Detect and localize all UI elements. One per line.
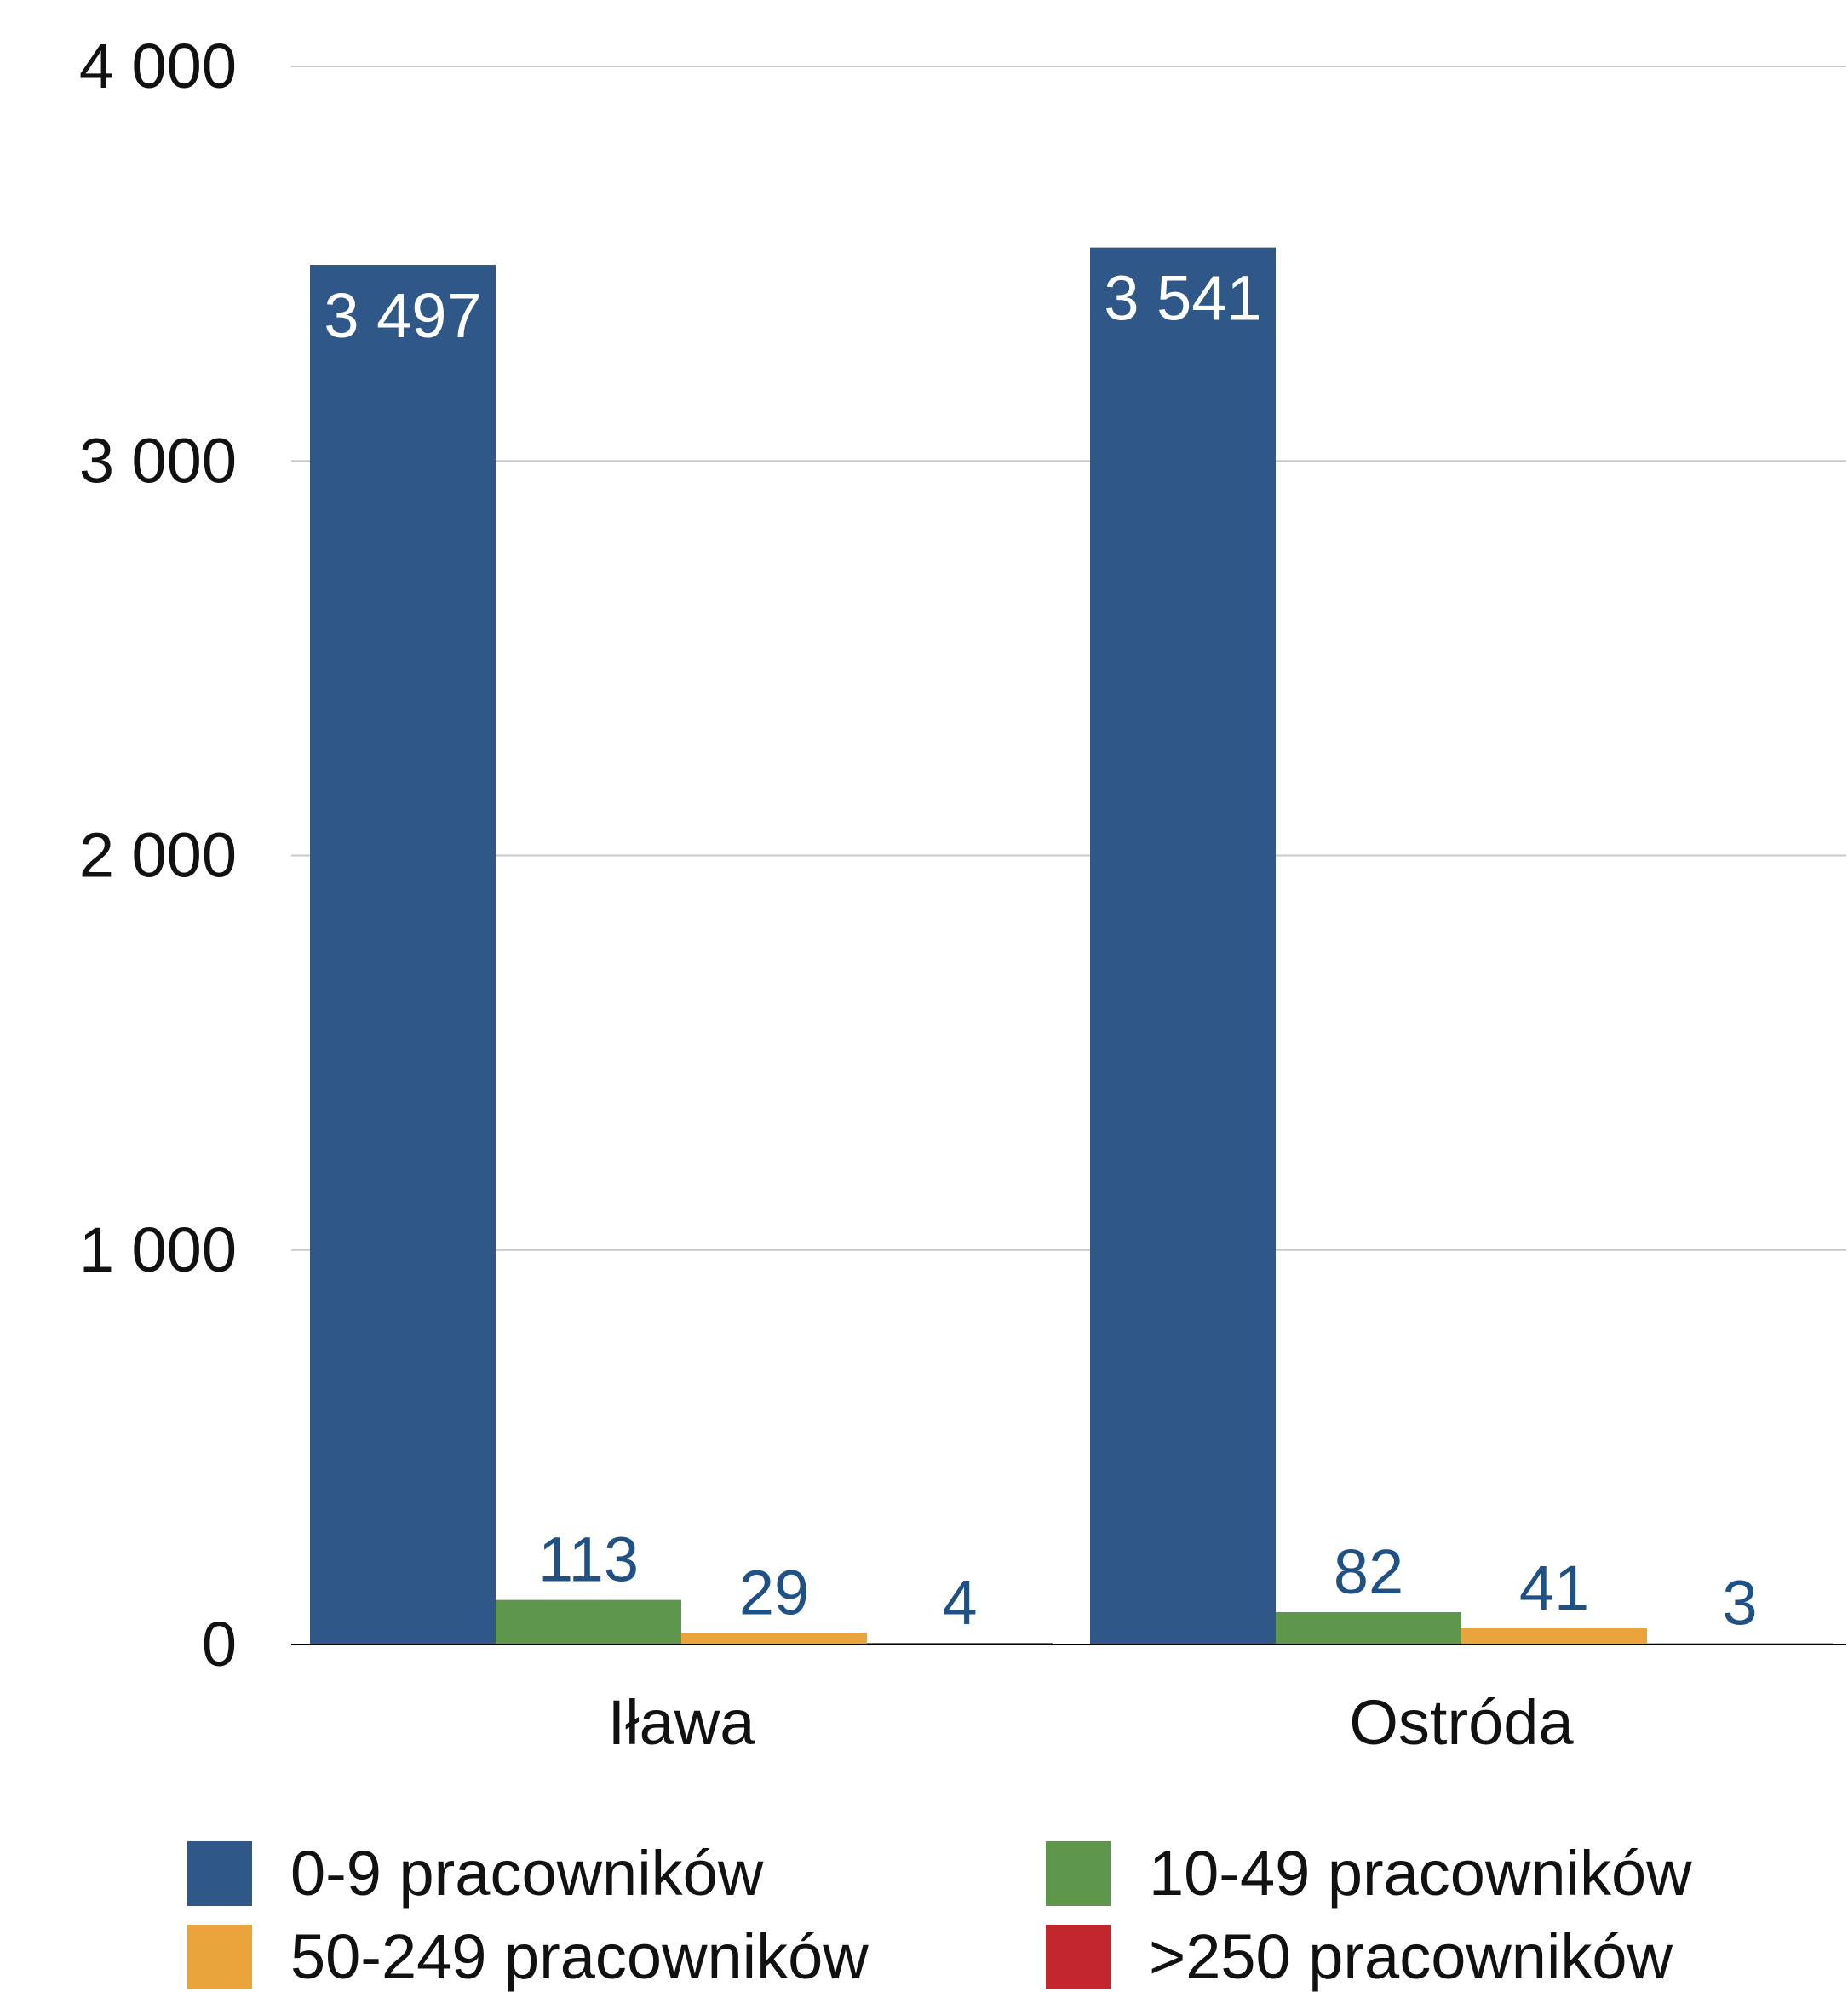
bar-value-labels: 3 497 113 29 4 3 541 82 41 3: [324, 263, 1757, 1639]
x-tick-label: Iława: [608, 1687, 756, 1758]
bar: [1276, 1612, 1461, 1645]
bar-value-label: 4: [942, 1567, 977, 1638]
bar-value-label: 3 541: [1104, 263, 1261, 334]
bar: [1461, 1628, 1647, 1645]
bar: [681, 1633, 867, 1645]
bar: [310, 265, 496, 1645]
y-tick-label: 3 000: [79, 425, 237, 496]
y-axis-ticks: 0 1 000 2 000 3 000 4 000: [79, 31, 237, 1679]
bar-value-label: 113: [538, 1524, 639, 1595]
bar-value-label: 3 497: [324, 280, 481, 351]
bar-value-label: 3: [1722, 1568, 1757, 1639]
bar-value-label: 29: [739, 1558, 809, 1628]
gridlines: [291, 66, 1846, 1251]
bar: [1090, 247, 1276, 1645]
y-tick-label: 4 000: [79, 31, 237, 101]
bars: [310, 247, 1833, 1645]
y-tick-label: 2 000: [79, 820, 237, 891]
y-tick-label: 1 000: [79, 1214, 237, 1285]
x-axis-ticks: Iława Ostróda: [608, 1687, 1575, 1758]
bar-value-label: 82: [1334, 1536, 1403, 1607]
bar: [496, 1599, 681, 1645]
y-tick-label: 0: [202, 1609, 237, 1679]
x-tick-label: Ostróda: [1349, 1687, 1574, 1758]
bar-value-label: 41: [1519, 1553, 1589, 1623]
